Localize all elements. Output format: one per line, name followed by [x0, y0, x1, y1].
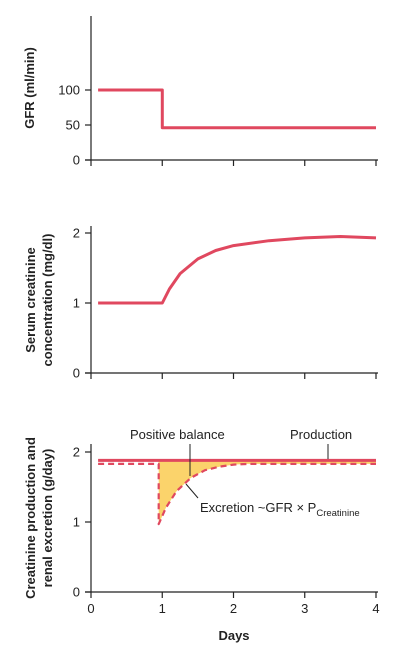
serum-y-axis-label-line1: Serum creatinine [23, 247, 38, 353]
gfr-y-axis-label: GFR (ml/min) [22, 47, 37, 129]
production-y-tick-label: 1 [73, 515, 80, 530]
excretion-leader [185, 483, 199, 499]
production-y-ticks: 0 1 2 [73, 445, 91, 600]
gfr-y-tick-label: 50 [66, 118, 80, 133]
x-tick-label: 0 [87, 601, 94, 616]
production-y-tick-label: 0 [73, 585, 80, 600]
serum-x-ticks [90, 373, 377, 379]
excretion-line [98, 462, 376, 526]
excretion-label: Excretion ~GFR × PCreatinine [200, 500, 360, 519]
gfr-y-tick-label: 0 [73, 153, 80, 168]
x-tick-label: 3 [301, 601, 308, 616]
serum-y-tick-label: 0 [73, 366, 80, 381]
production-label: Production [290, 427, 352, 442]
production-y-tick-label: 2 [73, 445, 80, 460]
gfr-panel: 0 50 100 GFR (ml/min) [22, 16, 378, 168]
positive-balance-label: Positive balance [130, 427, 225, 442]
production-series [98, 458, 376, 526]
serum-y-tick-label: 2 [73, 226, 80, 241]
gfr-line [98, 88, 376, 130]
serum-line [98, 235, 377, 305]
excretion-label-main: Excretion ~GFR × P [200, 500, 316, 515]
production-x-ticks: 0 1 2 3 4 [87, 592, 380, 616]
gfr-y-tick-label: 100 [58, 83, 80, 98]
production-y-axis-label-line2: renal excretion (g/day) [40, 449, 55, 588]
production-excretion-panel: 0 1 2 0 1 2 3 4 Creatinine production and rena… [23, 427, 380, 643]
production-y-axis-label-line1: Creatinine production and [23, 437, 38, 599]
gfr-y-ticks: 0 50 100 [58, 83, 91, 168]
x-tick-label: 1 [159, 601, 166, 616]
serum-creatinine-panel: 0 1 2 Serum creatinine concentration (mg/d… [23, 226, 378, 381]
excretion-label-subscript: Creatinine [316, 508, 359, 519]
positive-balance-area [158, 460, 376, 525]
x-tick-label: 4 [372, 601, 379, 616]
serum-y-axis-label-line2: concentration (mg/dl) [40, 234, 55, 367]
x-tick-label: 2 [230, 601, 237, 616]
serum-y-tick-label: 1 [73, 296, 80, 311]
serum-series [98, 235, 377, 305]
serum-y-ticks: 0 1 2 [73, 226, 91, 381]
x-axis-title: Days [218, 628, 249, 643]
gfr-x-ticks [90, 160, 377, 166]
gfr-series [98, 88, 376, 130]
